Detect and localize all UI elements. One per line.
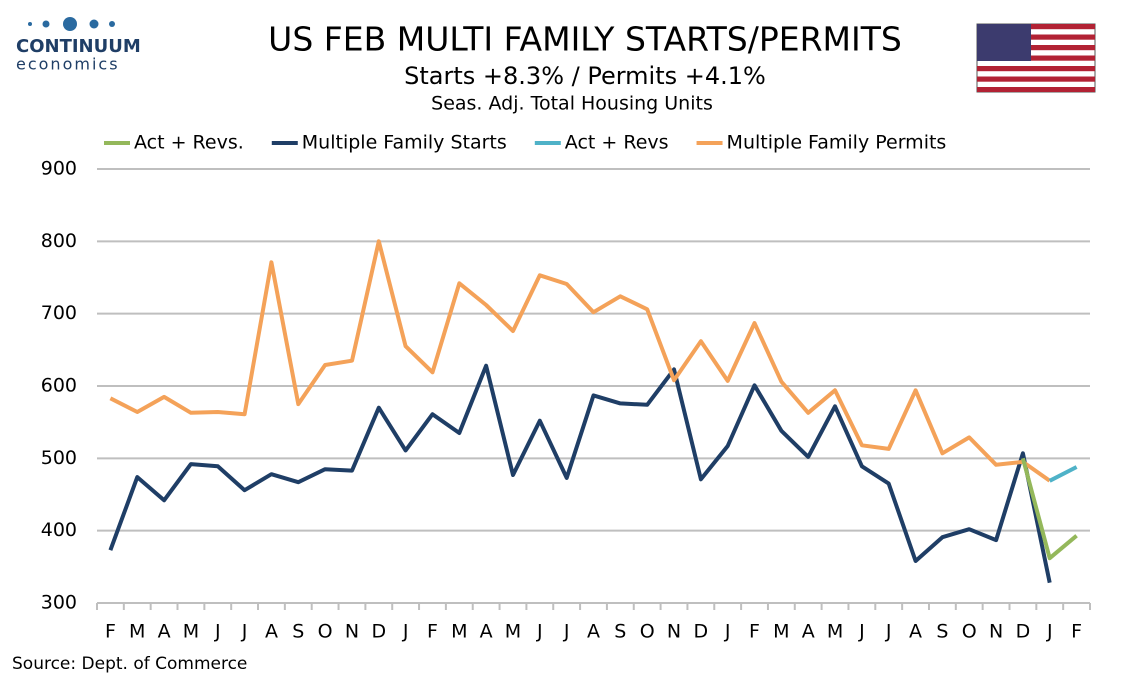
x-tick-label: M (827, 621, 843, 643)
series-line (1048, 465, 1078, 483)
flag-stripe (977, 55, 1095, 61)
x-tick-label: O (962, 621, 977, 643)
legend-label: Act + Revs (565, 132, 669, 154)
x-tick-label: A (480, 621, 493, 643)
flag-stripe (977, 45, 1095, 51)
chart-subtitle: Starts +8.3% / Permits +4.1% (404, 62, 766, 90)
x-tick-label: S (614, 621, 626, 643)
y-tick-label: 900 (41, 158, 77, 180)
flag-stripe (977, 24, 1095, 30)
y-tick-label: 600 (41, 375, 77, 397)
x-tick-label: D (1016, 621, 1031, 643)
x-tick-label: A (265, 621, 278, 643)
x-tick-label: N (667, 621, 681, 643)
flag-stripe (977, 76, 1095, 82)
source: Source: Dept. of Commerce (12, 654, 247, 674)
logo-dot (89, 19, 99, 29)
x-tick-label: M (183, 621, 199, 643)
logo-name: CONTINUUM (16, 36, 141, 57)
x-tick-label: M (129, 621, 145, 643)
x-tick-label: N (345, 621, 359, 643)
flag-stripe (977, 87, 1095, 92)
x-tick-label: D (371, 621, 386, 643)
logo-dot (109, 21, 115, 27)
logo: CONTINUUM economics (16, 17, 141, 74)
x-tick-label: F (427, 621, 438, 643)
series-line (1020, 457, 1078, 561)
x-tick-label: J (1046, 621, 1053, 643)
legend-label: Multiple Family Starts (302, 132, 507, 154)
y-tick-label: 300 (41, 592, 77, 614)
x-tick-label: M (505, 621, 521, 643)
logo-dot (63, 17, 77, 31)
logo-dot (28, 22, 32, 26)
x-tick-label: J (885, 621, 892, 643)
x-tick-label: M (451, 621, 467, 643)
flag-stripe (977, 34, 1095, 40)
flag (976, 23, 1096, 93)
chart-title: US FEB MULTI FAMILY STARTS/PERMITS (268, 20, 902, 59)
series-line (108, 363, 1052, 584)
x-tick-label: J (724, 621, 731, 643)
legend-label: Multiple Family Permits (727, 132, 947, 154)
x-tick-label: F (105, 621, 116, 643)
x-tick-label: D (694, 621, 709, 643)
y-tick-label: 700 (41, 302, 77, 324)
x-tick-label: J (241, 621, 248, 643)
x-tick-label: N (989, 621, 1003, 643)
x-tick-label: S (292, 621, 304, 643)
x-tick-label: F (749, 621, 760, 643)
x-tick-label: A (909, 621, 922, 643)
series-line (109, 239, 1051, 483)
y-tick-label: 500 (41, 447, 77, 469)
x-tick-label: J (536, 621, 543, 643)
legend-label: Act + Revs. (134, 132, 244, 154)
y-tick-label: 800 (41, 230, 77, 252)
y-tick-label: 400 (41, 519, 77, 541)
x-tick-label: J (858, 621, 865, 643)
x-tick-label: M (773, 621, 789, 643)
y-axis-label: Seas. Adj. Total Housing Units (431, 93, 713, 115)
x-tick-label: S (936, 621, 948, 643)
flag-stripe (977, 66, 1095, 72)
x-tick-label: J (214, 621, 221, 643)
x-tick-label: J (402, 621, 409, 643)
logo-tagline: economics (16, 55, 120, 74)
x-tick-label: A (158, 621, 171, 643)
x-tick-label: J (563, 621, 570, 643)
x-tick-label: F (1071, 621, 1082, 643)
logo-dot (42, 20, 50, 28)
x-tick-label: O (640, 621, 655, 643)
x-tick-label: A (802, 621, 815, 643)
x-tick-label: A (587, 621, 600, 643)
x-tick-label: O (318, 621, 333, 643)
flag-canton (977, 24, 1031, 61)
